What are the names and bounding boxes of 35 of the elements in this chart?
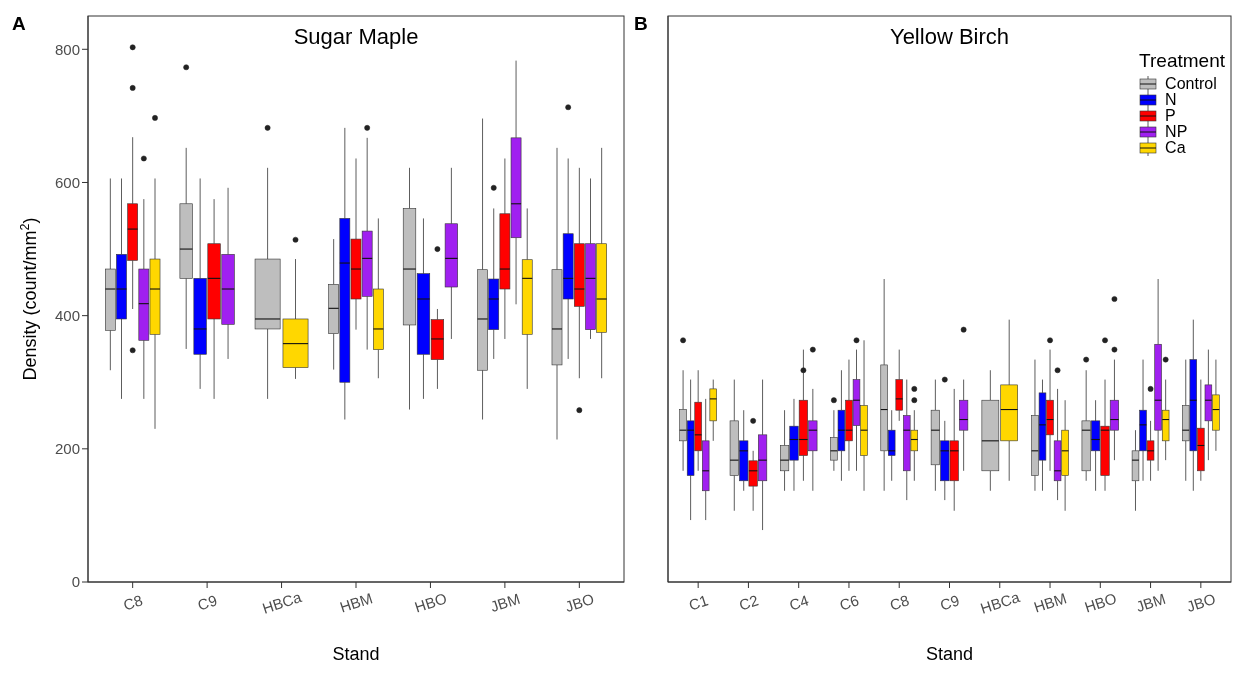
y-tick-label: 600 [54,173,80,191]
legend-label: NP [1165,123,1188,140]
x-tick-label: JBM [488,589,522,616]
y-tick-label: 400 [54,306,80,324]
y-tick-label: 800 [54,40,80,58]
legend-label: P [1165,107,1176,124]
x-tick-label: C9 [937,591,962,614]
x-axis-title: Stand [332,644,380,664]
x-axis-title: Stand [925,644,974,664]
x-tick-label: C4 [787,591,811,614]
x-tick-label: JBM [1133,589,1168,616]
x-tick-label: HBM [1031,589,1069,616]
text: A [12,13,26,34]
y-tick-label: 0 [71,573,80,591]
x-tick-label: C8 [121,591,145,614]
x-tick-label: C9 [195,591,220,614]
chart-title: Sugar Maple [293,24,419,49]
x-tick-label: HBCa [978,588,1023,617]
x-tick-label: C6 [837,591,861,614]
x-tick-label: JBO [1184,589,1218,616]
x-tick-label: HBO [1082,589,1119,616]
chart-title: Yellow Birch [889,24,1010,49]
x-tick-label: HBCa [260,588,304,617]
x-tick-label: C8 [887,591,912,614]
legend-label: Control [1165,75,1217,92]
x-tick-label: C2 [736,591,761,614]
legend-label: Ca [1165,139,1186,156]
x-tick-label: JBO [562,589,596,616]
x-tick-label: HBM [337,589,375,616]
legend-label: N [1165,91,1177,108]
x-tick-label: C1 [686,591,711,614]
y-tick-label: 200 [54,440,80,458]
text: B [634,13,648,34]
legend-title: Treatment [1139,50,1225,72]
x-tick-label: HBO [412,589,449,616]
